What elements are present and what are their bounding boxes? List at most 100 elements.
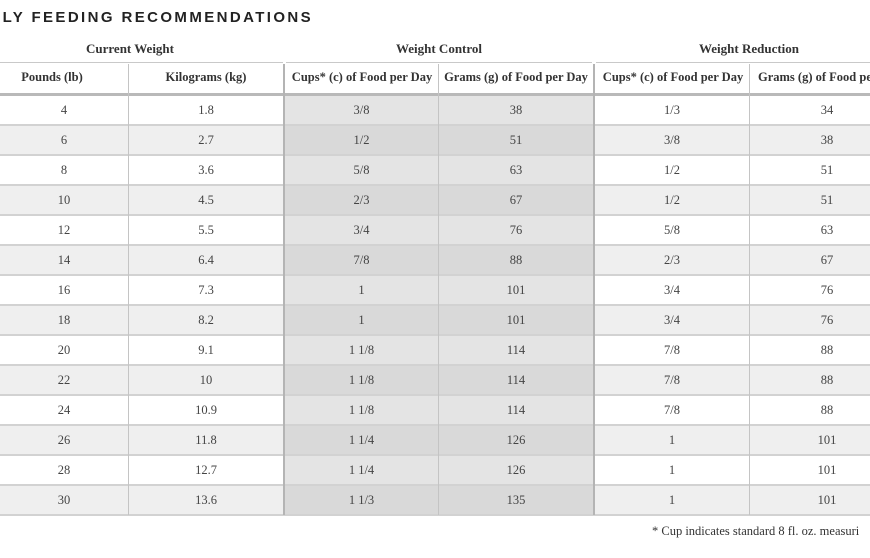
cell-kilograms: 8.2 (198, 313, 214, 327)
column-header-pounds: Pounds (lb) (21, 70, 83, 84)
cell-control-grams: 51 (439, 126, 593, 154)
cell-pounds: 14 (57, 253, 71, 267)
table-row: 12 5.5 3/4 76 5/8 63 (0, 216, 870, 246)
footnote: * Cup indicates standard 8 fl. oz. measu… (652, 524, 860, 538)
cell-control-grams: 114 (439, 396, 593, 424)
cell-control-cups: 1 1/4 (285, 456, 438, 484)
cell-reduction-grams: 101 (817, 493, 837, 507)
cell-kilograms: 6.4 (198, 253, 214, 267)
cell-kilograms: 12.7 (195, 463, 217, 477)
cell-pounds: 30 (57, 493, 71, 507)
page-title: ILY FEEDING RECOMMENDATIONS (0, 9, 314, 26)
cell-kilograms: 10.9 (195, 403, 217, 417)
cell-pounds: 10 (57, 193, 71, 207)
cell-reduction-cups: 1 (668, 433, 676, 447)
cell-reduction-grams: 51 (820, 193, 834, 207)
cell-reduction-cups: 1/3 (664, 103, 680, 117)
cell-reduction-grams: 38 (820, 133, 834, 147)
cell-control-grams: 67 (439, 186, 593, 214)
cell-pounds: 28 (57, 463, 71, 477)
cell-pounds: 20 (57, 343, 71, 357)
table-row: 22 10 1 1/8 114 7/8 88 (0, 366, 870, 396)
cell-control-grams: 126 (439, 456, 593, 484)
cell-reduction-cups: 1/2 (664, 193, 680, 207)
cell-control-grams: 126 (439, 426, 593, 454)
cell-kilograms: 4.5 (198, 193, 214, 207)
cell-control-cups: 1/2 (285, 126, 438, 154)
column-divider (593, 64, 595, 515)
cell-control-cups: 1 1/8 (285, 366, 438, 394)
cell-reduction-grams: 76 (820, 283, 834, 297)
cell-control-cups: 1 1/8 (285, 396, 438, 424)
cell-control-cups: 3/8 (285, 96, 438, 124)
cell-control-cups: 1 (285, 276, 438, 304)
cell-reduction-grams: 34 (820, 103, 834, 117)
cell-reduction-cups: 1 (668, 493, 676, 507)
table-row: 14 6.4 7/8 88 2/3 67 (0, 246, 870, 276)
cell-kilograms: 1.8 (198, 103, 214, 117)
cell-kilograms: 10 (199, 373, 213, 387)
cell-reduction-grams: 88 (820, 343, 834, 357)
cell-kilograms: 13.6 (195, 493, 217, 507)
cell-kilograms: 7.3 (198, 283, 214, 297)
column-divider (128, 64, 129, 515)
cell-reduction-cups: 7/8 (664, 343, 680, 357)
cell-reduction-cups: 5/8 (664, 223, 680, 237)
cell-reduction-cups: 2/3 (664, 253, 680, 267)
cell-reduction-grams: 76 (820, 313, 834, 327)
cell-pounds: 4 (60, 103, 68, 117)
cell-control-grams: 101 (439, 276, 593, 304)
cell-pounds: 22 (57, 373, 71, 387)
cell-pounds: 6 (60, 133, 68, 147)
cell-control-grams: 114 (439, 366, 593, 394)
cell-reduction-cups: 3/4 (664, 283, 680, 297)
cell-pounds: 26 (57, 433, 71, 447)
header-rule (0, 93, 870, 96)
cell-pounds: 8 (60, 163, 68, 177)
cell-control-grams: 76 (439, 216, 593, 244)
cell-control-grams: 135 (439, 486, 593, 514)
cell-kilograms: 5.5 (198, 223, 214, 237)
cell-reduction-grams: 88 (820, 373, 834, 387)
cell-reduction-cups: 3/8 (664, 133, 680, 147)
column-divider (749, 64, 750, 515)
cell-pounds: 18 (57, 313, 71, 327)
table-row: 10 4.5 2/3 67 1/2 51 (0, 186, 870, 216)
group-underline (0, 62, 283, 63)
group-underline (286, 62, 592, 63)
cell-control-grams: 101 (439, 306, 593, 334)
cell-control-cups: 3/4 (285, 216, 438, 244)
cell-pounds: 24 (57, 403, 71, 417)
group-underline (596, 62, 870, 63)
cell-control-grams: 38 (439, 96, 593, 124)
cell-kilograms: 11.8 (195, 433, 217, 447)
cell-reduction-grams: 67 (820, 253, 834, 267)
cell-reduction-grams: 51 (820, 163, 834, 177)
cell-control-grams: 114 (439, 336, 593, 364)
cell-control-grams: 63 (439, 156, 593, 184)
feeding-table-body: 4 1.8 3/8 38 1/3 34 6 2.7 1/2 51 3/8 38 8 3.6 5/8 63 1/2… (0, 96, 870, 516)
column-header-kilograms: Kilograms (kg) (165, 70, 247, 84)
cell-control-cups: 1 1/3 (285, 486, 438, 514)
cell-pounds: 16 (57, 283, 71, 297)
group-weight-control: Weight Control (395, 41, 483, 56)
group-current-weight: Current Weight (86, 41, 174, 56)
cell-reduction-grams: 63 (820, 223, 834, 237)
column-header-control-cups: Cups* (c) of Food per Day (291, 70, 433, 84)
group-weight-reduction: Weight Reduction (698, 41, 800, 56)
cell-reduction-cups: 7/8 (664, 373, 680, 387)
column-divider (438, 64, 439, 515)
cell-control-cups: 1 1/4 (285, 426, 438, 454)
cell-reduction-cups: 1/2 (664, 163, 680, 177)
cell-reduction-cups: 7/8 (664, 403, 680, 417)
cell-kilograms: 3.6 (198, 163, 214, 177)
cell-kilograms: 9.1 (198, 343, 214, 357)
table-row: 30 13.6 1 1/3 135 1 101 (0, 486, 870, 516)
cell-control-cups: 1 (285, 306, 438, 334)
cell-reduction-grams: 101 (817, 433, 837, 447)
column-header-reduction-grams: Grams (g) of Food per (758, 70, 870, 84)
table-row: 16 7.3 1 101 3/4 76 (0, 276, 870, 306)
cell-control-cups: 7/8 (285, 246, 438, 274)
cell-control-cups: 5/8 (285, 156, 438, 184)
table-row: 6 2.7 1/2 51 3/8 38 (0, 126, 870, 156)
